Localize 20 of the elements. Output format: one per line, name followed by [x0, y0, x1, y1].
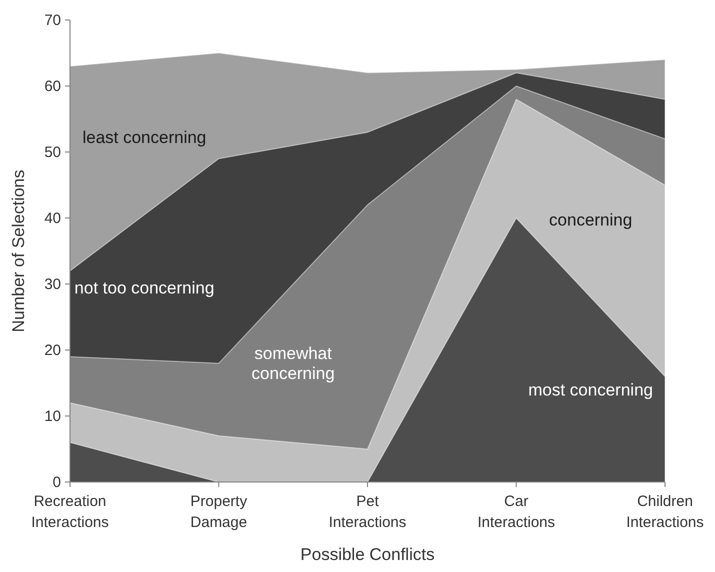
- x-tick-label: Pet Interactions: [328, 493, 406, 531]
- y-tick-label: 50: [44, 144, 61, 161]
- y-tick-label: 0: [52, 474, 61, 491]
- x-axis-title: Possible Conflicts: [300, 545, 435, 564]
- y-tick-label: 70: [44, 12, 61, 29]
- y-axis-title: Number of Selections: [9, 170, 28, 332]
- series-label: concerning: [549, 210, 632, 230]
- y-tick-label: 40: [44, 210, 61, 227]
- y-tick-label: 30: [44, 276, 61, 293]
- series-label: somewhat concerning: [252, 344, 335, 384]
- series-label: most concerning: [528, 380, 653, 400]
- y-tick-label: 10: [44, 408, 61, 425]
- series-label: least concerning: [82, 128, 206, 148]
- series-label: not too concerning: [74, 278, 214, 298]
- y-tick-label: 20: [44, 342, 61, 359]
- y-tick-label: 60: [44, 78, 61, 95]
- x-tick-label: Property Damage: [190, 493, 248, 531]
- x-tick-label: Car Interactions: [477, 493, 556, 531]
- x-tick-label: Recreation Interactions: [31, 493, 109, 531]
- x-tick-label: Children Interactions: [626, 493, 704, 531]
